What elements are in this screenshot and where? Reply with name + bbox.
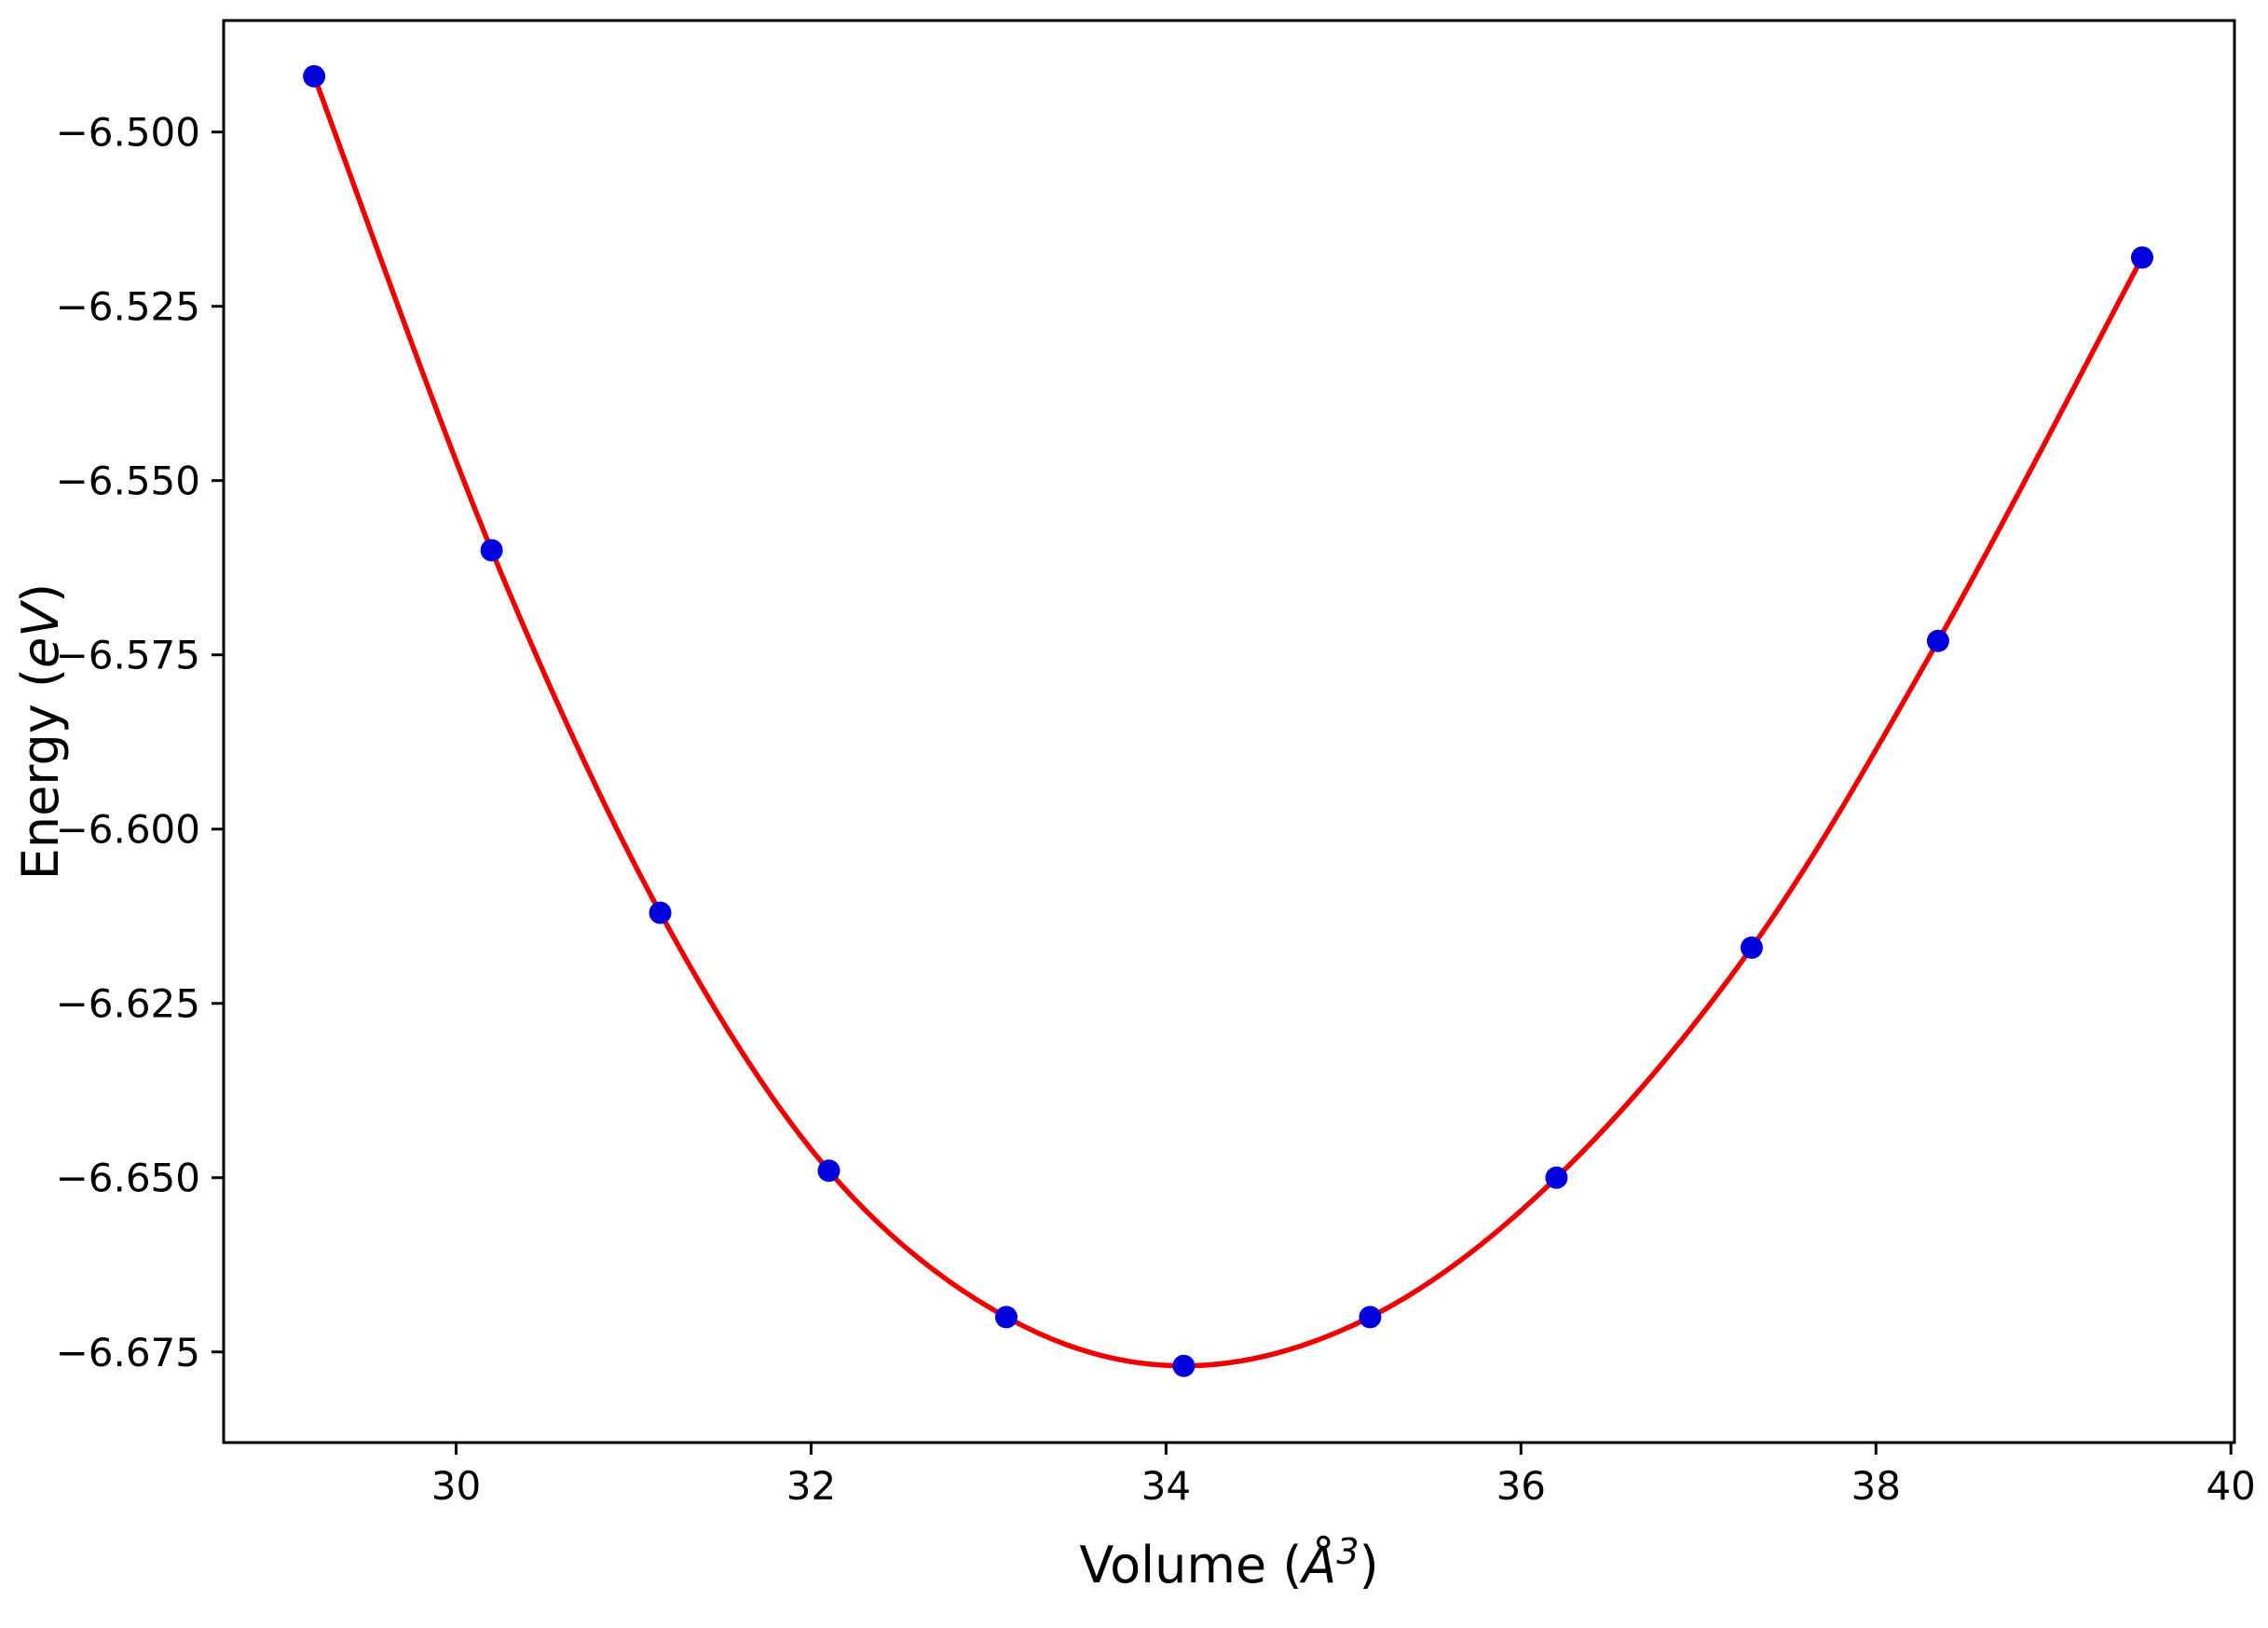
- x-tick-label: 38: [1851, 1463, 1901, 1509]
- data-point: [994, 1306, 1018, 1329]
- x-tick-label: 36: [1496, 1463, 1546, 1509]
- y-tick-label: −6.675: [56, 1330, 200, 1375]
- y-tick-label: −6.500: [56, 110, 200, 156]
- y-tick-label: −6.550: [56, 458, 200, 504]
- x-tick-label: 40: [2206, 1463, 2255, 1509]
- data-point: [1740, 936, 1763, 959]
- y-tick-label: −6.600: [56, 807, 200, 853]
- plot-border: [222, 19, 2236, 1444]
- data-point: [1172, 1354, 1195, 1377]
- data-point: [1359, 1306, 1382, 1329]
- y-tick-label: −6.575: [56, 633, 200, 678]
- y-tick-label: −6.525: [56, 284, 200, 330]
- fit-curve: [311, 74, 2145, 1369]
- x-tick-label: 32: [786, 1463, 836, 1509]
- y-axis-label: Energy (eV): [11, 583, 70, 881]
- data-point: [649, 901, 672, 924]
- data-point: [2130, 246, 2153, 269]
- x-tick-label: 30: [431, 1463, 481, 1509]
- y-tick-label: −6.625: [56, 981, 200, 1027]
- data-point: [1545, 1166, 1568, 1189]
- data-point: [817, 1159, 840, 1183]
- data-point: [1926, 629, 1949, 652]
- data-point: [303, 64, 326, 88]
- x-tick-label: 34: [1141, 1463, 1191, 1509]
- x-axis-label: Volume (Å3): [1079, 1531, 1378, 1594]
- data-point: [480, 539, 503, 562]
- y-tick-label: −6.650: [56, 1156, 200, 1201]
